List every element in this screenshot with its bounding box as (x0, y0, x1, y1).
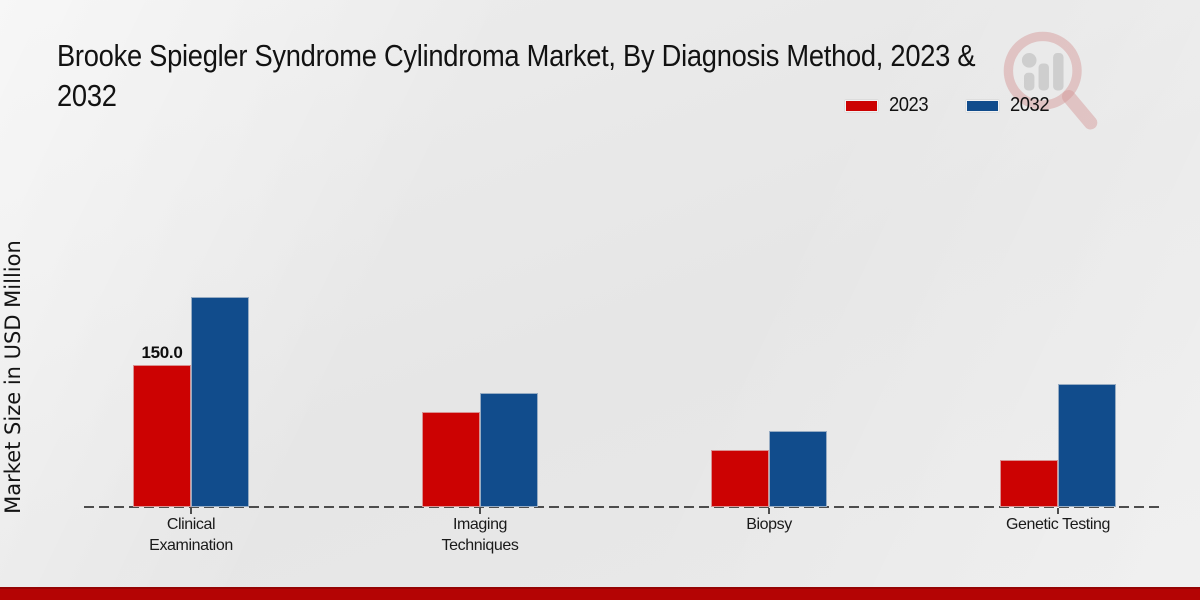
x-axis-tick (190, 508, 192, 514)
category-label-clinical-examination: Clinical Examination (149, 516, 233, 554)
legend-label-2023: 2023 (889, 94, 929, 116)
chart-title-line2: 2032 (57, 78, 117, 113)
category-label-biopsy: Biopsy (746, 516, 792, 533)
bar-2032-clinical-examination (191, 297, 249, 507)
bar-2023-biopsy (711, 450, 769, 507)
category-label-imaging-techniques: Imaging Techniques (441, 516, 519, 554)
x-axis-tick (768, 508, 770, 514)
legend-swatch-2023 (845, 99, 878, 112)
chart-title-line1: Brooke Spiegler Syndrome Cylindroma Mark… (57, 38, 976, 73)
legend-label-2032: 2032 (1009, 94, 1050, 116)
magnifier-bar-chart-logo-icon (1003, 31, 1098, 130)
chart-title: Brooke Spiegler Syndrome Cylindroma Mark… (57, 36, 976, 116)
legend: 2023 2032 (845, 94, 1052, 117)
bar-2032-biopsy (769, 431, 827, 507)
legend-item-2023: 2023 (845, 94, 932, 117)
legend-swatch-2032 (965, 99, 999, 112)
x-axis-baseline (84, 506, 1164, 508)
footer-accent-bar (0, 587, 1200, 600)
category-label-genetic-testing: Genetic Testing (1006, 516, 1110, 533)
bar-2032-imaging-techniques (480, 393, 538, 507)
x-axis-tick (479, 508, 481, 514)
bar-2023-imaging-techniques (422, 412, 480, 507)
y-axis-label: Market Size in USD Million (1, 240, 25, 514)
bar-2023-genetic-testing (1000, 460, 1058, 507)
x-axis-tick (1057, 508, 1059, 514)
bar-2023-clinical-examination (133, 365, 191, 507)
bar-2032-genetic-testing (1058, 384, 1116, 507)
legend-item-2032: 2032 (965, 94, 1053, 117)
bar-value-label: 150.0 (141, 343, 183, 362)
